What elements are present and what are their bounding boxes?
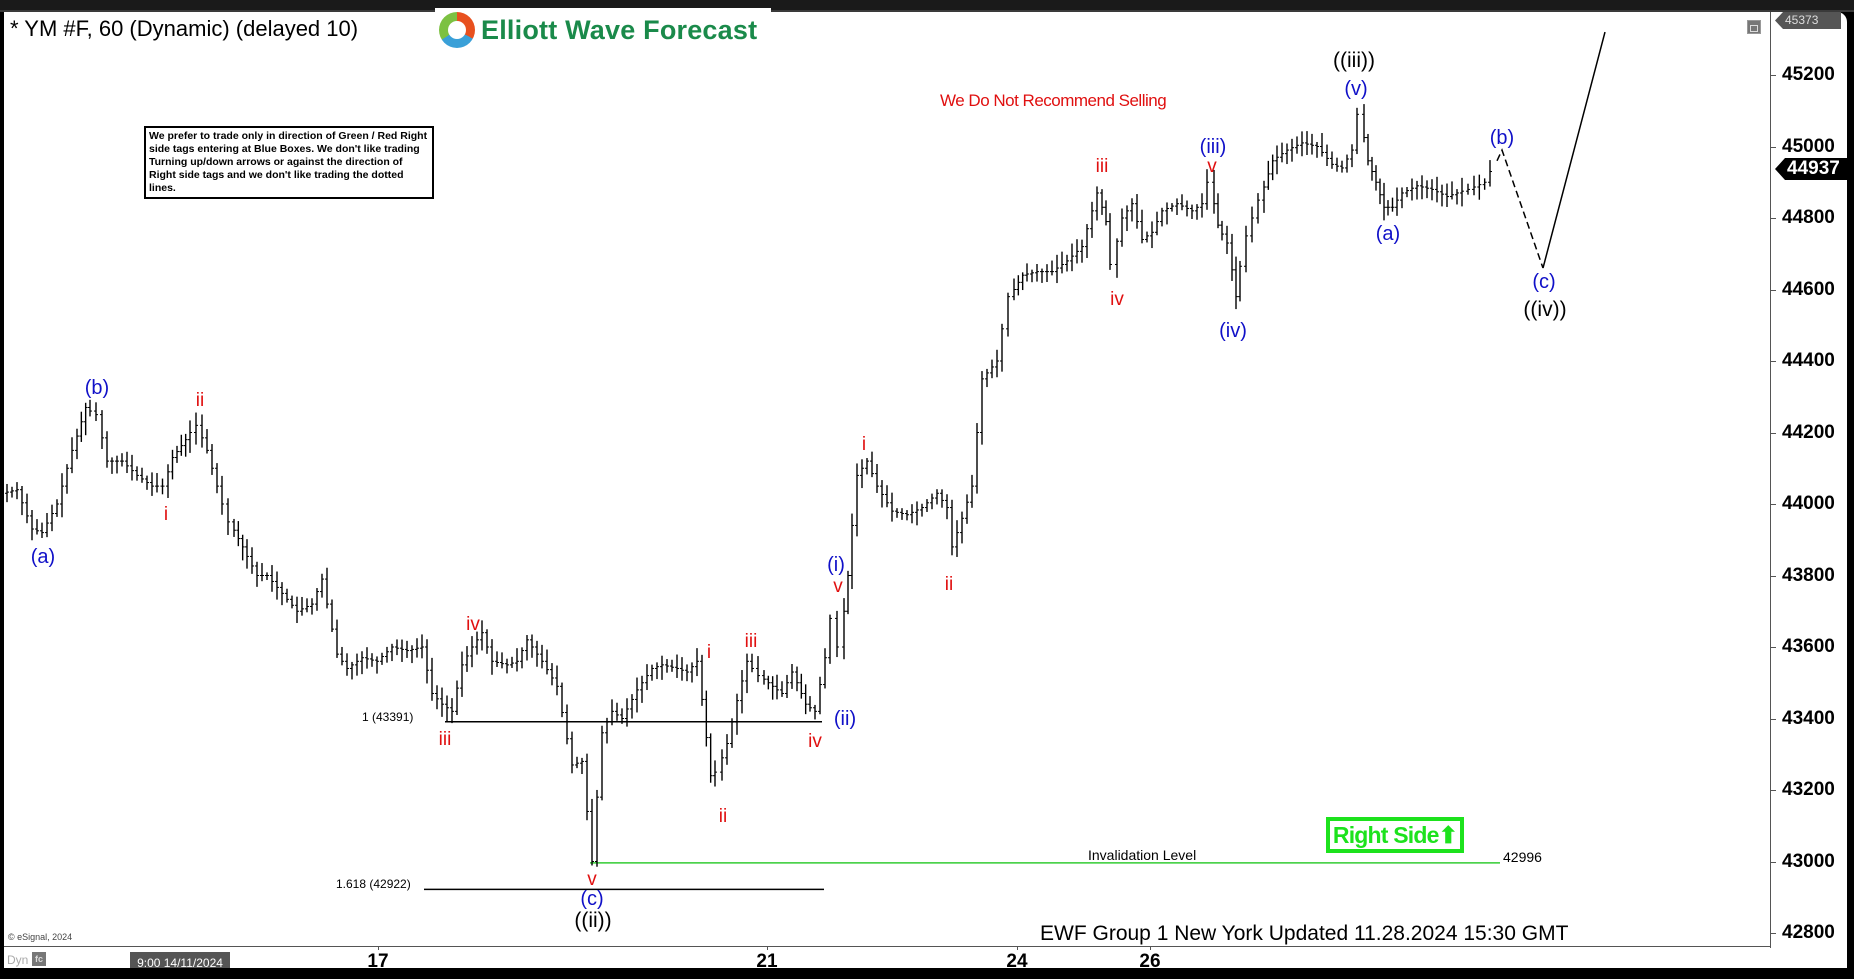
price-tick-label: 43800 xyxy=(1782,564,1835,586)
updated-text: EWF Group 1 New York Updated 11.28.2024 … xyxy=(1040,922,1569,945)
right-side-label: Right Side xyxy=(1332,822,1440,848)
projection-dashed xyxy=(1496,148,1544,269)
price-tick xyxy=(1770,575,1776,577)
wave-label: ((iv)) xyxy=(1523,298,1566,321)
price-tick xyxy=(1770,432,1776,434)
price-tick xyxy=(1770,146,1776,148)
price-tick xyxy=(1770,289,1776,291)
wave-label: (c) xyxy=(580,888,603,910)
logo: Elliott Wave Forecast xyxy=(435,8,771,52)
trading-note: We prefer to trade only in direction of … xyxy=(144,126,434,199)
wave-label: (c) xyxy=(1532,271,1555,293)
price-tick xyxy=(1770,361,1776,362)
price-tick-label: 43600 xyxy=(1782,636,1835,657)
copyright: © eSignal, 2024 xyxy=(8,932,73,942)
invalidation-value: 42996 xyxy=(1503,849,1542,865)
price-tick xyxy=(1770,718,1776,720)
wave-label: v xyxy=(587,869,597,890)
price-tick-label: 43400 xyxy=(1782,707,1835,729)
wave-label: iv xyxy=(808,731,822,752)
price-tick-label: 44600 xyxy=(1782,278,1835,300)
wave-label: ((ii)) xyxy=(574,909,611,932)
price-tick-label: 44200 xyxy=(1782,421,1835,443)
price-tick xyxy=(1770,933,1776,934)
window-bottom-bar xyxy=(0,968,1854,979)
price-tick-label: 43200 xyxy=(1782,779,1835,800)
time-axis[interactable] xyxy=(4,946,1770,947)
recommendation-text: We Do Not Recommend Selling xyxy=(940,91,1167,110)
invalidation-label: Invalidation Level xyxy=(1088,847,1197,863)
up-arrow-icon: ⬆ xyxy=(1438,822,1458,848)
price-tick-label: 42800 xyxy=(1782,922,1835,943)
projection-solid xyxy=(1542,31,1606,269)
wave-label: i xyxy=(707,642,711,663)
price-tick xyxy=(1770,218,1776,219)
time-tick xyxy=(1150,946,1151,950)
wave-label: (b) xyxy=(1490,127,1514,149)
price-tick-label: 44000 xyxy=(1782,493,1835,514)
wave-label: ii xyxy=(719,806,727,827)
chart-title: * YM #F, 60 (Dynamic) (delayed 10) xyxy=(10,16,359,41)
price-tick xyxy=(1770,75,1776,76)
wave-label: iii xyxy=(439,729,452,750)
logo-text: Elliott Wave Forecast xyxy=(481,14,758,45)
price-axis[interactable] xyxy=(1770,12,1771,948)
restore-window-icon[interactable] xyxy=(1747,20,1761,34)
wave-label: (a) xyxy=(31,546,55,568)
wave-label: (b) xyxy=(85,377,109,399)
price-tick-label: 44400 xyxy=(1782,350,1835,371)
price-tick-label: 44800 xyxy=(1782,207,1835,228)
fib-1-label: 1 (43391) xyxy=(362,710,414,724)
price-tick xyxy=(1770,647,1776,648)
wave-label: v xyxy=(833,576,843,597)
wave-label: i xyxy=(862,434,866,455)
dyn-label[interactable]: Dyn xyxy=(7,953,29,967)
time-tick-label: 21 xyxy=(756,951,778,972)
wave-label: (iii) xyxy=(1200,136,1227,158)
wave-label: (ii) xyxy=(834,708,856,730)
time-tick-label: 24 xyxy=(1006,951,1028,972)
time-tick-label: 17 xyxy=(367,951,389,972)
wave-label: ((iii)) xyxy=(1333,49,1375,72)
wave-label: (a) xyxy=(1376,223,1400,245)
wave-label: (iv) xyxy=(1219,320,1247,342)
time-tick xyxy=(767,946,768,950)
wave-label: i xyxy=(164,504,168,525)
wave-label: v xyxy=(1207,156,1217,177)
wave-label: ii xyxy=(196,390,204,411)
price-tick-label: 45000 xyxy=(1782,135,1835,157)
time-tick xyxy=(378,946,379,950)
wave-label: iv xyxy=(1110,289,1124,310)
price-tick-label: 45200 xyxy=(1782,64,1835,85)
fc-icon[interactable]: fc xyxy=(32,952,46,966)
wave-label: ii xyxy=(945,574,953,595)
price-tick xyxy=(1770,504,1776,505)
wave-label: iv xyxy=(466,614,480,635)
right-side-tag: Right Side⬆ xyxy=(1326,817,1464,853)
wave-label: (i) xyxy=(827,554,845,576)
price-tick xyxy=(1770,861,1776,863)
high-price-tag: 45373 xyxy=(1775,12,1841,29)
time-tick-label: 26 xyxy=(1139,951,1161,972)
wave-label: (v) xyxy=(1344,78,1367,100)
price-tick-label: 43000 xyxy=(1782,850,1835,872)
fib-1618-label: 1.618 (42922) xyxy=(336,877,411,891)
current-price-tag: 44937 xyxy=(1775,158,1847,180)
time-tick xyxy=(1017,946,1018,950)
price-tick xyxy=(1770,790,1776,791)
wave-label: iii xyxy=(745,631,758,652)
wave-label: iii xyxy=(1096,156,1109,177)
logo-icon xyxy=(439,12,475,48)
